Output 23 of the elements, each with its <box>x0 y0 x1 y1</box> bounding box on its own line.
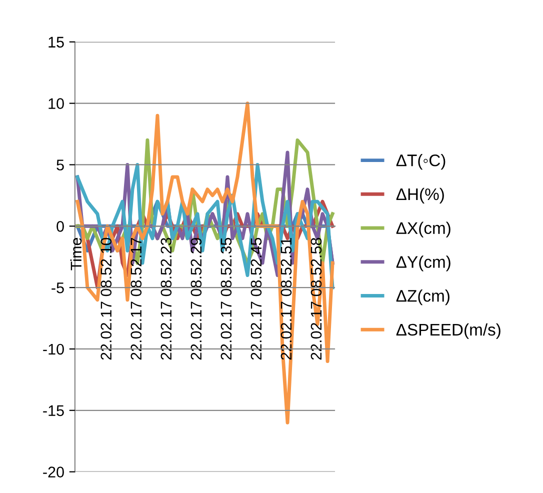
x-tick-label: 22.02.17 08.52.17 <box>130 238 142 360</box>
y-tick-label: -15 <box>43 405 64 416</box>
legend-label: ΔY(cm) <box>396 256 450 272</box>
y-tick-label: -20 <box>43 466 64 478</box>
x-tick-label: 22.02.17 08.52.29 <box>190 238 202 360</box>
x-tick-label: 22.02.17 08.52.58 <box>310 238 322 360</box>
y-tick-label: 0 <box>56 221 64 232</box>
x-tick-label: 22.02.17 08.52.10 <box>100 238 112 360</box>
y-tick-label: 5 <box>56 160 64 170</box>
x-tick-label: Time <box>70 238 82 270</box>
legend-label: ΔSPEED(m/s) <box>396 323 500 339</box>
legend-label: ΔZ(cm) <box>396 290 450 306</box>
y-tick-label: 10 <box>48 98 64 110</box>
y-tick-label: -5 <box>52 282 64 294</box>
x-tick-label: 22.02.17 08.52.23 <box>160 238 172 360</box>
x-tick-label: 22.02.17 08.52.51 <box>280 238 292 360</box>
x-tick-label: 22.02.17 08.52.45 <box>250 238 262 360</box>
y-tick-label: -10 <box>43 344 64 355</box>
legend-label: ΔX(cm) <box>396 222 450 238</box>
y-tick-label: 15 <box>48 36 64 48</box>
legend-label: ΔH(%) <box>396 188 444 204</box>
x-tick-label: 22.02.17 08.52.35 <box>220 238 232 360</box>
legend-label: ΔT(◦C) <box>396 154 446 170</box>
